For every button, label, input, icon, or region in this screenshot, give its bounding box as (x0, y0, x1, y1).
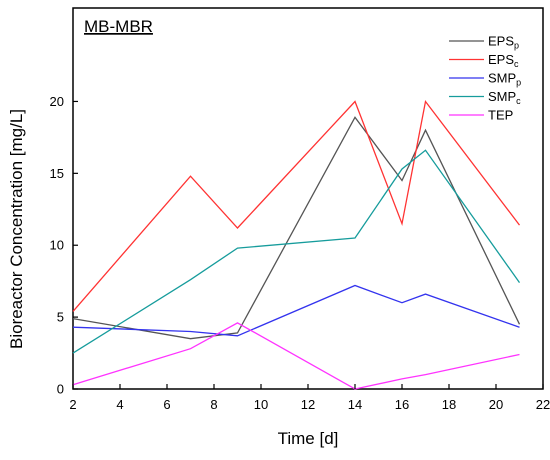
x-tick-label: 2 (69, 397, 76, 412)
axes-layer: 2 4 6 8 10 12 14 16 18 20 22 0 5 10 15 20 (50, 94, 550, 412)
x-tick-label: 12 (301, 397, 315, 412)
series-line-smp-p (72, 284, 520, 337)
legend-label-smp-c: SMPc (488, 89, 521, 106)
x-axis-title: Time [d] (278, 429, 339, 448)
y-tick-label: 0 (57, 382, 64, 397)
x-tick-label: 10 (254, 397, 268, 412)
x-tick-label: 14 (348, 397, 362, 412)
y-tick-label: 5 (57, 310, 64, 325)
series-line-eps-c (72, 99, 521, 312)
series-layer (72, 99, 521, 390)
legend-label-eps-p: EPSp (488, 34, 519, 51)
legend-label-tep: TEP (488, 108, 513, 123)
legend-label-smp-p: SMPp (488, 71, 521, 88)
x-tick-label: 18 (442, 397, 456, 412)
y-tick-label: 10 (50, 238, 64, 253)
x-tick-label: 4 (116, 397, 123, 412)
x-tick-label: 16 (395, 397, 409, 412)
series-line-eps-p (72, 116, 521, 340)
x-tick-label: 6 (163, 397, 170, 412)
x-tick-label: 20 (489, 397, 503, 412)
y-tick-label: 20 (50, 94, 64, 109)
x-tick-label: 22 (536, 397, 550, 412)
series-line-smp-c (72, 149, 521, 354)
legend-label-eps-c: EPSc (488, 52, 519, 69)
chart-title: MB-MBR (84, 17, 153, 36)
y-tick-label: 15 (50, 166, 64, 181)
y-axis-title: Bioreactor Concentration [mg/L] (7, 109, 26, 349)
x-tick-label: 8 (210, 397, 217, 412)
